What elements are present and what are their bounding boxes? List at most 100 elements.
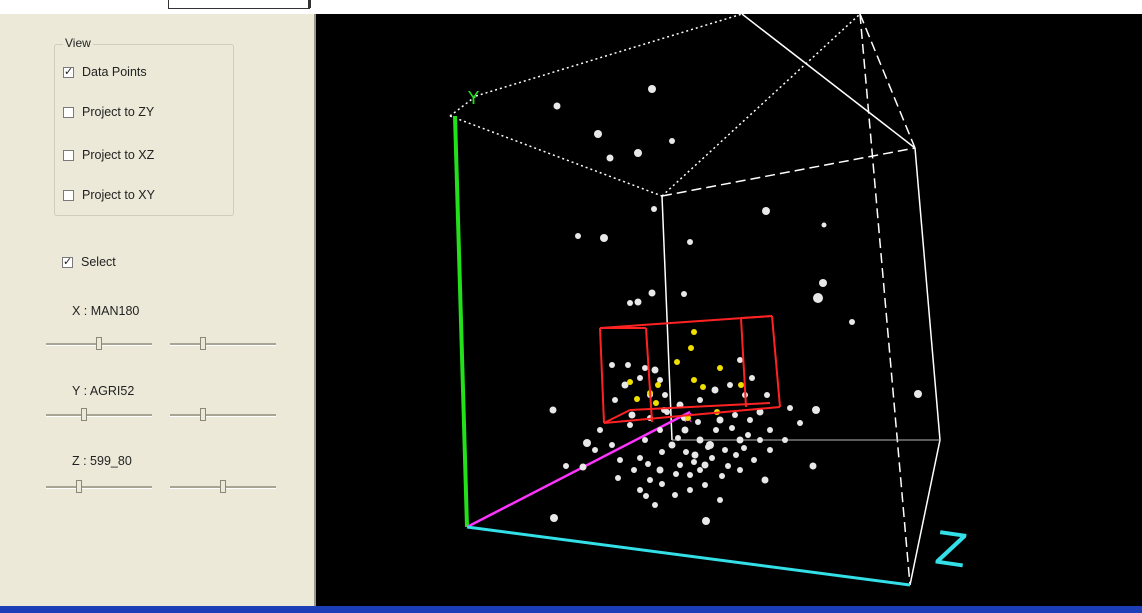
box-edge: [741, 14, 916, 149]
data-point: [669, 138, 675, 144]
data-point: [914, 390, 922, 398]
selected-point: [691, 377, 697, 383]
x-max-slider-thumb[interactable]: [200, 337, 206, 350]
data-point: [677, 462, 683, 468]
z-max-slider[interactable]: [170, 480, 276, 494]
data-point: [787, 405, 793, 411]
box-edge: [661, 14, 861, 197]
selection-edge: [740, 317, 747, 408]
project-zy-option[interactable]: Project to ZY: [63, 105, 154, 119]
data-point: [681, 426, 689, 434]
data-point: [737, 467, 743, 473]
project-xy-checkbox[interactable]: [63, 189, 74, 201]
select-option[interactable]: Select: [62, 255, 116, 269]
data-point: [672, 492, 678, 498]
data-point: [757, 437, 763, 443]
data-point: [782, 437, 788, 443]
data-point: [659, 449, 665, 455]
data-point: [634, 149, 642, 157]
data-point: [762, 207, 770, 215]
data-point: [625, 362, 631, 368]
data-point: [673, 471, 679, 477]
data-point: [695, 419, 701, 425]
z-axis-line: [466, 525, 911, 587]
data-point: [745, 432, 751, 438]
box-edge: [914, 147, 941, 441]
data-point: [647, 477, 653, 483]
data-point: [681, 291, 687, 297]
x-max-slider[interactable]: [170, 337, 276, 351]
data-point: [849, 319, 855, 325]
data-point: [642, 365, 648, 371]
z-min-slider[interactable]: [46, 480, 152, 494]
selected-point: [634, 396, 640, 402]
box-edge: [661, 147, 916, 197]
data-point: [617, 457, 623, 463]
selection-edge: [740, 315, 773, 319]
data-point: [701, 461, 709, 469]
data-point: [609, 442, 615, 448]
project-xz-checkbox[interactable]: [63, 149, 74, 161]
x-min-slider[interactable]: [46, 337, 152, 351]
data-point: [711, 386, 719, 394]
data-point: [651, 206, 657, 212]
data-point: [648, 289, 656, 297]
selected-point: [653, 400, 659, 406]
y-min-slider-thumb[interactable]: [81, 408, 87, 421]
z-max-slider-thumb[interactable]: [220, 480, 226, 493]
data-point: [716, 416, 724, 424]
project-xz-option[interactable]: Project to XZ: [63, 148, 154, 162]
project-zy-checkbox[interactable]: [63, 106, 74, 118]
data-point: [687, 239, 693, 245]
scatter-3d-canvas[interactable]: YXZ: [316, 14, 1142, 606]
data-point: [732, 412, 738, 418]
data-point: [583, 439, 591, 447]
x-min-slider-thumb[interactable]: [96, 337, 102, 350]
data-points-checkbox[interactable]: [63, 65, 74, 78]
data-point: [621, 381, 629, 389]
3d-viewport[interactable]: YXZ: [316, 14, 1142, 606]
data-point: [657, 377, 663, 383]
y-max-slider-thumb[interactable]: [200, 408, 206, 421]
selected-point: [700, 384, 706, 390]
project-xy-label: Project to XY: [82, 188, 155, 202]
data-point: [749, 375, 755, 381]
selection-edge: [603, 406, 781, 424]
data-point: [651, 366, 659, 374]
data-point: [648, 85, 656, 93]
data-point: [687, 472, 693, 478]
box-edge: [909, 439, 941, 586]
box-edge: [449, 95, 477, 117]
data-point: [668, 441, 676, 449]
z-min-slider-thumb[interactable]: [76, 480, 82, 493]
data-point: [615, 475, 621, 481]
project-xy-option[interactable]: Project to XY: [63, 188, 155, 202]
selection-edge: [645, 327, 653, 423]
data-point: [813, 293, 823, 303]
bounding-box: [449, 14, 941, 586]
y-axis-label: Y: [467, 88, 480, 109]
selected-point: [738, 382, 744, 388]
box-edge: [449, 115, 663, 197]
data-point: [652, 502, 658, 508]
data-point: [550, 514, 558, 522]
data-point: [631, 467, 637, 473]
variable-combo[interactable]: [168, 0, 311, 9]
data-point: [764, 392, 770, 398]
data-point: [767, 447, 773, 453]
box-edge: [661, 195, 673, 441]
data-point: [563, 463, 569, 469]
project-xz-label: Project to XZ: [82, 148, 155, 162]
y-max-slider[interactable]: [170, 408, 276, 422]
select-checkbox[interactable]: [62, 255, 73, 268]
data-point: [821, 222, 827, 228]
selection-edge: [771, 315, 781, 408]
data-point: [691, 459, 697, 465]
data-points-option[interactable]: Data Points: [63, 65, 147, 79]
y-min-slider[interactable]: [46, 408, 152, 422]
x-max-slider-track: [170, 343, 276, 346]
box-edge: [475, 14, 743, 97]
data-point: [719, 473, 725, 479]
project-zy-label: Project to ZY: [82, 105, 155, 119]
control-panel: View Data Points Project to ZY Project t…: [8, 14, 316, 606]
